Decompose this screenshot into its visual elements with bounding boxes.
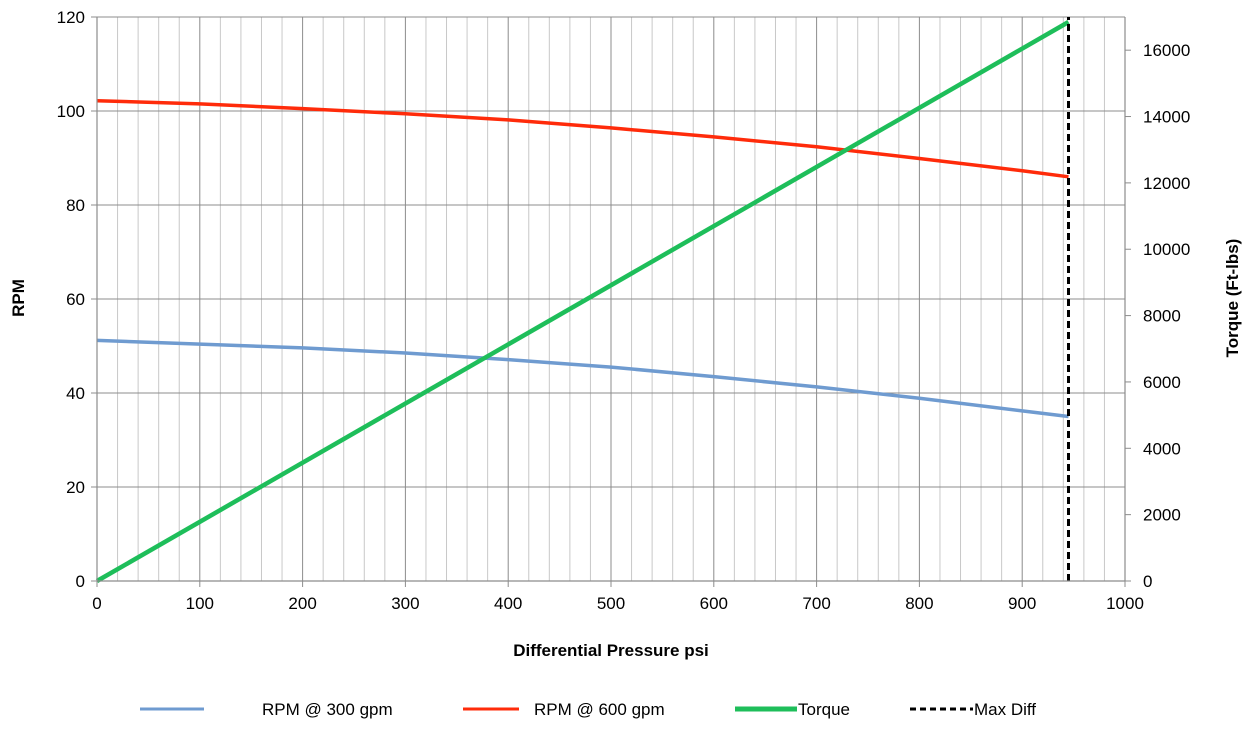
x-tick-label: 500: [597, 594, 625, 613]
tick-labels: 0 100 200 300 400 500 600 700 800 900 100002040608…: [57, 8, 1191, 613]
y2-tick-label: 14000: [1143, 108, 1190, 127]
series-layer: [95, 17, 1070, 583]
y2-tick-label: 6000: [1143, 373, 1181, 392]
y-tick-label: 40: [66, 384, 85, 403]
legend-label-torque: Torque: [798, 700, 850, 719]
series-line-rpm-300-gpm: [96, 338, 1069, 419]
y-tick-label: 60: [66, 290, 85, 309]
y2-tick-label: 12000: [1143, 174, 1190, 193]
legend-label-max-diff: Max Diff: [974, 700, 1036, 719]
y-axis-title: RPM: [9, 279, 28, 317]
legend: RPM @ 300 gpm RPM @ 600 gpm Torque Max Diff: [140, 700, 1036, 719]
legend-label-rpm-300-gpm: RPM @ 300 gpm: [262, 700, 393, 719]
series-line-rpm-600-gpm: [96, 98, 1069, 179]
grid: [96, 16, 1126, 582]
y2-tick-label: 4000: [1143, 439, 1181, 458]
x-tick-label: 300: [391, 594, 419, 613]
y2-tick-label: 0: [1143, 572, 1152, 591]
y-tick-label: 120: [57, 8, 85, 27]
y2-tick-label: 16000: [1143, 41, 1190, 60]
x-tick-label: 200: [288, 594, 316, 613]
x-tick-label: 0: [92, 594, 101, 613]
axes: [91, 16, 1131, 587]
y-tick-label: 100: [57, 102, 85, 121]
x-tick-label: 1000: [1106, 594, 1144, 613]
x-tick-label: 400: [494, 594, 522, 613]
legend-label-rpm-600-gpm: RPM @ 600 gpm: [534, 700, 665, 719]
y2-tick-label: 2000: [1143, 506, 1181, 525]
y-tick-label: 20: [66, 478, 85, 497]
y2-tick-label: 10000: [1143, 240, 1190, 259]
y2-axis-title: Torque (Ft-lbs): [1223, 239, 1242, 358]
series-line-torque: [95, 20, 1070, 583]
x-tick-label: 100: [186, 594, 214, 613]
x-axis-title: Differential Pressure psi: [513, 641, 709, 660]
x-tick-label: 900: [1008, 594, 1036, 613]
y-tick-label: 0: [76, 572, 85, 591]
y-tick-label: 80: [66, 196, 85, 215]
x-tick-label: 700: [802, 594, 830, 613]
x-tick-label: 600: [700, 594, 728, 613]
y2-tick-label: 8000: [1143, 307, 1181, 326]
x-tick-label: 800: [905, 594, 933, 613]
